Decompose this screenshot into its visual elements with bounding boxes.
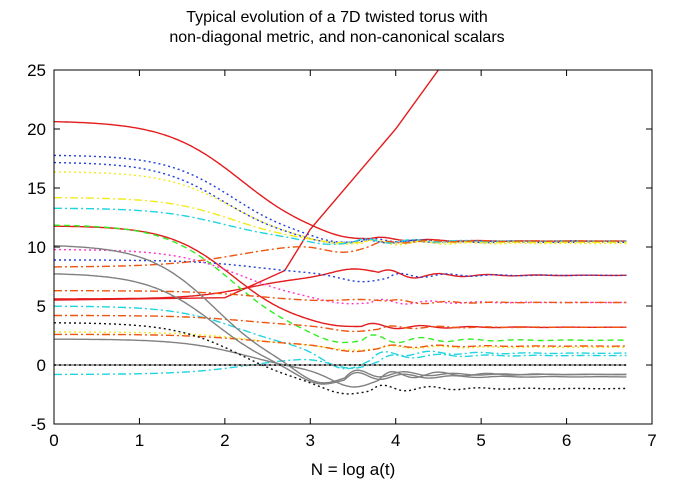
series-line-9 xyxy=(54,331,627,351)
x-tick-label: 4 xyxy=(391,431,400,450)
x-tick-label: 5 xyxy=(476,431,485,450)
series-line-8 xyxy=(54,197,627,245)
plot-frame xyxy=(53,69,653,425)
x-tick-label: 2 xyxy=(220,431,229,450)
series-line-7 xyxy=(54,171,627,246)
x-tick-label: 7 xyxy=(647,431,656,450)
series-line-19 xyxy=(54,245,627,384)
series-line-14 xyxy=(54,248,627,305)
chart-subtitle: non-diagonal metric, and non-canonical s… xyxy=(169,29,504,46)
y-tick-label: 25 xyxy=(27,61,46,80)
series-line-3 xyxy=(54,225,627,330)
y-tick-label: -5 xyxy=(31,415,46,434)
series-line-20 xyxy=(54,273,627,385)
series-line-1 xyxy=(54,120,627,242)
series-line-18 xyxy=(54,333,627,353)
series-line-2 xyxy=(54,268,627,300)
chart-title: Typical evolution of a 7D twisted torus … xyxy=(186,9,487,26)
y-tick-label: 20 xyxy=(27,120,46,139)
series-line-23 xyxy=(54,322,627,395)
y-tick-label: 0 xyxy=(37,356,46,375)
series-line-17 xyxy=(54,314,627,333)
x-tick-label: 6 xyxy=(562,431,571,450)
x-tick-label: 0 xyxy=(49,431,58,450)
series-line-15 xyxy=(54,239,627,268)
series-line-16 xyxy=(54,290,627,305)
series-line-13 xyxy=(54,224,627,344)
y-tick-label: 5 xyxy=(37,297,46,316)
series-line-21 xyxy=(54,338,627,388)
x-tick-label: 3 xyxy=(306,431,315,450)
x-axis-label: N = log a(t) xyxy=(311,460,396,479)
series-line-0 xyxy=(54,70,439,301)
y-tick-label: 15 xyxy=(27,179,46,198)
y-tick-label: 10 xyxy=(27,238,46,257)
x-tick-label: 1 xyxy=(135,431,144,450)
series-line-10 xyxy=(54,207,627,245)
series-line-12 xyxy=(54,353,627,376)
